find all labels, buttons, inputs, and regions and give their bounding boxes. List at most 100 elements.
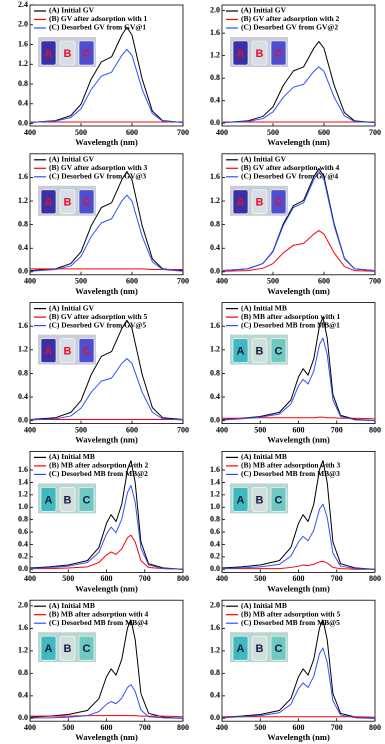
- spectrum-line: [221, 171, 376, 272]
- vial: [59, 635, 76, 661]
- y-tick-label: 0.2: [210, 552, 220, 561]
- vial-label: C: [83, 643, 91, 655]
- y-tick-label: 0.8: [210, 219, 220, 228]
- y-tick-label: 0.4: [210, 96, 220, 105]
- vial-label: A: [237, 48, 245, 60]
- x-tick-label: 800: [369, 723, 381, 732]
- vial: [270, 487, 287, 512]
- vial: [232, 40, 249, 66]
- legend-label: (A) Initial MB: [241, 601, 287, 610]
- y-tick-label: 0.4: [210, 392, 220, 401]
- x-tick-label: 400: [216, 723, 228, 732]
- spectrum-line: [222, 416, 376, 420]
- x-tick-label: 400: [216, 128, 228, 137]
- x-tick-label: 400: [24, 128, 36, 137]
- legend-label: (B) GV after adsorption with 4: [241, 163, 340, 172]
- spectrum-line: [222, 560, 375, 570]
- x-tick-label: 600: [126, 128, 138, 137]
- vial-label: B: [64, 494, 72, 506]
- spectrum-line: [29, 460, 184, 570]
- vial: [251, 635, 268, 661]
- x-tick-label: 500: [254, 425, 266, 434]
- vial: [59, 40, 76, 66]
- y-tick-label: 1.2: [210, 646, 220, 655]
- vial-label: C: [83, 494, 91, 506]
- vial-label: A: [237, 197, 245, 209]
- vial-label: A: [45, 643, 53, 655]
- y-tick-label: 0.8: [18, 514, 28, 523]
- vial: [270, 40, 287, 66]
- panel: 0.0 0.4 0.8 1.2 1.6 400 500 600 700 Wavelength (n…: [18, 153, 189, 296]
- x-tick-label: 600: [293, 425, 305, 434]
- legend-label: (C) Desorbed GV from GV@5: [49, 320, 146, 329]
- legend-label: (B) MB after adsorption with 1: [241, 312, 340, 321]
- plot-frame: [29, 4, 184, 127]
- vial-label: B: [256, 48, 264, 60]
- x-tick-label: 500: [254, 723, 266, 732]
- panel: 0.0 0.4 0.8 1.2 1.6 2.0 400 500 600 700 800 Wavelen…: [18, 599, 189, 742]
- y-tick-label: 1.6: [18, 39, 28, 48]
- vial-label: C: [275, 346, 283, 358]
- y-tick-label: 0.0: [210, 713, 220, 722]
- x-tick-label: 600: [101, 574, 113, 583]
- y-tick-label: 0.8: [18, 219, 28, 228]
- x-tick-label: 400: [24, 425, 36, 434]
- y-tick-label: 0.8: [210, 73, 220, 82]
- vial: [251, 40, 268, 66]
- plot-frame: [221, 153, 376, 276]
- y-tick-label: 2.0: [210, 5, 220, 14]
- vial-label: A: [237, 494, 245, 506]
- x-tick-label: 500: [75, 425, 87, 434]
- legend-label: (A) Initial MB: [241, 303, 287, 312]
- legend-label: (B) GV after adsorption with 3: [49, 163, 148, 172]
- y-tick-label: 0.0: [18, 267, 28, 276]
- y-tick-label: 1.2: [18, 646, 28, 655]
- y-tick-label: 0.0: [210, 564, 220, 573]
- plot-frame: [221, 4, 376, 127]
- spectrum-line: [30, 534, 184, 570]
- y-tick-label: 1.0: [18, 502, 28, 511]
- vial: [251, 189, 268, 215]
- x-tick-label: 600: [101, 723, 113, 732]
- y-tick-label: 0.0: [210, 118, 220, 127]
- x-axis-title: Wavelength (nm): [267, 583, 330, 593]
- legend-label: (B) GV after adsorption with 2: [241, 14, 340, 23]
- y-tick-label: 1.6: [18, 465, 28, 474]
- spectrum-line: [221, 66, 376, 124]
- spectrum-line: [221, 460, 376, 570]
- legend-label: (C) Desorbed MB from MB@2: [49, 469, 148, 478]
- x-tick-label: 800: [177, 574, 189, 583]
- x-tick-label: 500: [62, 574, 74, 583]
- legend-label: (C) Desorbed GV from GV@1: [49, 23, 146, 32]
- vial-label: A: [45, 494, 53, 506]
- x-tick-label: 600: [318, 277, 330, 286]
- y-tick-label: 0.0: [18, 118, 28, 127]
- panel: 0.0 0.4 0.8 1.2 1.6 2.0 400 500 600 700 Wavelength…: [210, 4, 381, 147]
- y-tick-label: 2.0: [18, 601, 28, 610]
- y-tick-label: 1.4: [210, 477, 220, 486]
- x-tick-label: 700: [177, 128, 189, 137]
- vial: [270, 189, 287, 215]
- x-tick-label: 500: [62, 723, 74, 732]
- vial-label: A: [45, 346, 53, 358]
- spectrum-line: [29, 171, 184, 272]
- vial-label: B: [256, 494, 264, 506]
- legend-label: (C) Desorbed GV from GV@4: [241, 172, 338, 181]
- spectrum-line: [221, 41, 376, 124]
- spectrum-line: [221, 619, 376, 719]
- spectrum-line: [29, 619, 184, 719]
- legend-label: (C) Desorbed MB from MB@4: [49, 618, 148, 627]
- spectrum-line: [30, 715, 184, 718]
- vial: [59, 487, 76, 512]
- spectrum-line: [29, 48, 184, 124]
- vial: [78, 40, 95, 66]
- y-tick-label: 0.4: [18, 691, 28, 700]
- x-axis-title: Wavelength (nm): [267, 286, 330, 296]
- spectrum-line: [221, 230, 376, 272]
